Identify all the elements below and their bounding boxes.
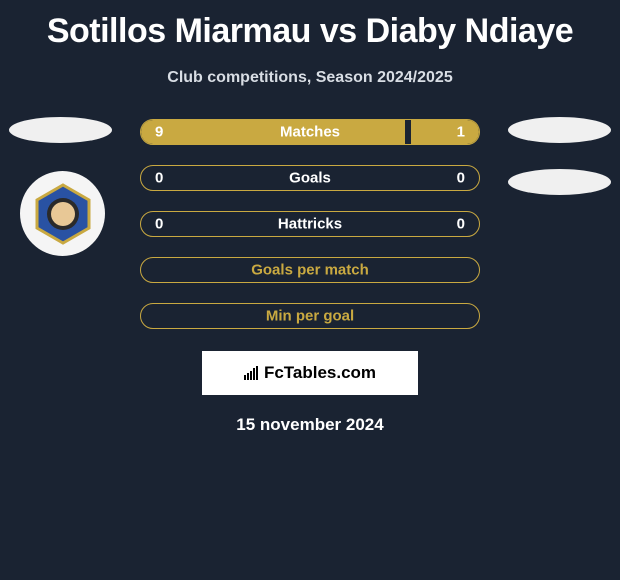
stat-label: Matches	[280, 124, 340, 141]
club-badge-left	[20, 171, 105, 256]
flag-right-2	[508, 169, 611, 195]
stat-bar-mpg: Min per goal	[140, 303, 480, 329]
stat-bar-goals: 0 Goals 0	[140, 165, 480, 191]
content-area: 9 Matches 1 0 Goals 0 0 Hattricks 0 Goal…	[0, 119, 620, 435]
stat-val-left: 0	[155, 216, 163, 233]
stat-val-left: 9	[155, 124, 163, 141]
stat-label: Goals per match	[251, 262, 369, 279]
subtitle: Club competitions, Season 2024/2025	[0, 69, 620, 87]
stat-val-left: 0	[155, 170, 163, 187]
stats-column: 9 Matches 1 0 Goals 0 0 Hattricks 0 Goal…	[140, 119, 480, 329]
flag-left	[9, 117, 112, 143]
bar-fill-left	[141, 120, 405, 144]
branding-box: FcTables.com	[202, 351, 418, 395]
stat-val-right: 0	[457, 216, 465, 233]
brand-text: FcTables.com	[264, 363, 376, 383]
stat-bar-matches: 9 Matches 1	[140, 119, 480, 145]
bar-fill-right	[411, 120, 479, 144]
badge-inner	[47, 198, 79, 230]
stat-bar-hattricks: 0 Hattricks 0	[140, 211, 480, 237]
stat-val-right: 0	[457, 170, 465, 187]
flag-right	[508, 117, 611, 143]
stat-label: Min per goal	[266, 308, 354, 325]
stat-label: Goals	[289, 170, 331, 187]
page-title: Sotillos Miarmau vs Diaby Ndiaye	[0, 0, 620, 51]
stat-val-right: 1	[457, 124, 465, 141]
date-text: 15 november 2024	[0, 415, 620, 435]
badge-face	[51, 202, 75, 226]
badge-hexagon	[32, 183, 94, 245]
chart-icon	[244, 366, 258, 380]
stat-bar-gpm: Goals per match	[140, 257, 480, 283]
stat-label: Hattricks	[278, 216, 342, 233]
